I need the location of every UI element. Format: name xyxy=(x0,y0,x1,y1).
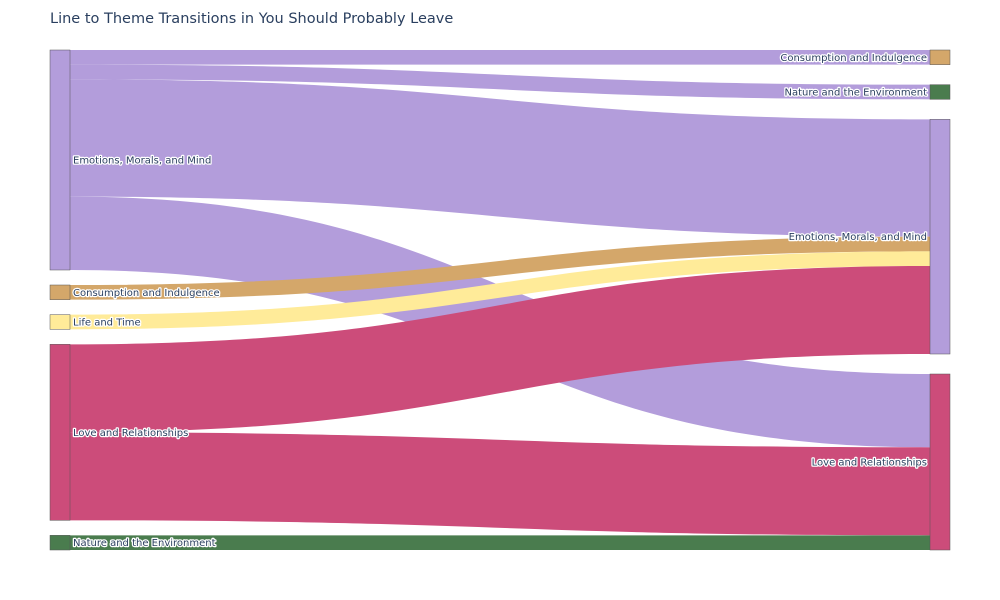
target-label-emotions-morals-and-mind: Emotions, Morals, and Mind xyxy=(789,232,927,243)
chart-title: Line to Theme Transitions in You Should … xyxy=(50,11,454,27)
source-node-emotions-morals-and-mind[interactable] xyxy=(49,49,71,271)
target-node-consumption-and-indulgence[interactable] xyxy=(929,49,951,65)
target-node-love-and-relationships[interactable] xyxy=(929,373,951,551)
link-consumption-to-emotions[interactable] xyxy=(70,236,930,300)
source-label-emotions-morals-and-mind: Emotions, Morals, and Mind xyxy=(73,156,211,167)
link-love-to-love[interactable] xyxy=(70,432,930,536)
target-node-nature-and-the-environment[interactable] xyxy=(929,84,951,100)
link-emotions-to-emotions[interactable] xyxy=(70,79,930,237)
link-love-to-emotions[interactable] xyxy=(70,266,930,433)
source-node-nature-and-the-environment[interactable] xyxy=(49,535,71,551)
link-life-to-emotions[interactable] xyxy=(70,251,930,330)
target-node-emotions-morals-and-mind[interactable] xyxy=(929,119,951,355)
target-label-consumption-and-indulgence: Consumption and Indulgence xyxy=(780,53,927,64)
source-label-life-and-time: Life and Time xyxy=(73,318,141,329)
target-label-love-and-relationships: Love and Relationships xyxy=(812,458,927,469)
source-label-nature-and-the-environment: Nature and the Environment xyxy=(73,538,216,549)
target-label-nature-and-the-environment: Nature and the Environment xyxy=(784,88,927,99)
link-emotions-to-consumption[interactable] xyxy=(70,50,930,65)
nodes-layer xyxy=(49,49,951,551)
source-node-life-and-time[interactable] xyxy=(49,314,71,330)
links-layer xyxy=(70,50,930,550)
source-label-consumption-and-indulgence: Consumption and Indulgence xyxy=(73,288,220,299)
source-node-consumption-and-indulgence[interactable] xyxy=(49,284,71,300)
source-label-love-and-relationships: Love and Relationships xyxy=(73,428,188,439)
link-nature-to-love[interactable] xyxy=(70,535,930,550)
source-node-love-and-relationships[interactable] xyxy=(49,344,71,521)
labels-layer: Emotions, Morals, and Mind Consumption an… xyxy=(72,52,929,551)
link-emotions-to-nature[interactable] xyxy=(70,64,930,100)
